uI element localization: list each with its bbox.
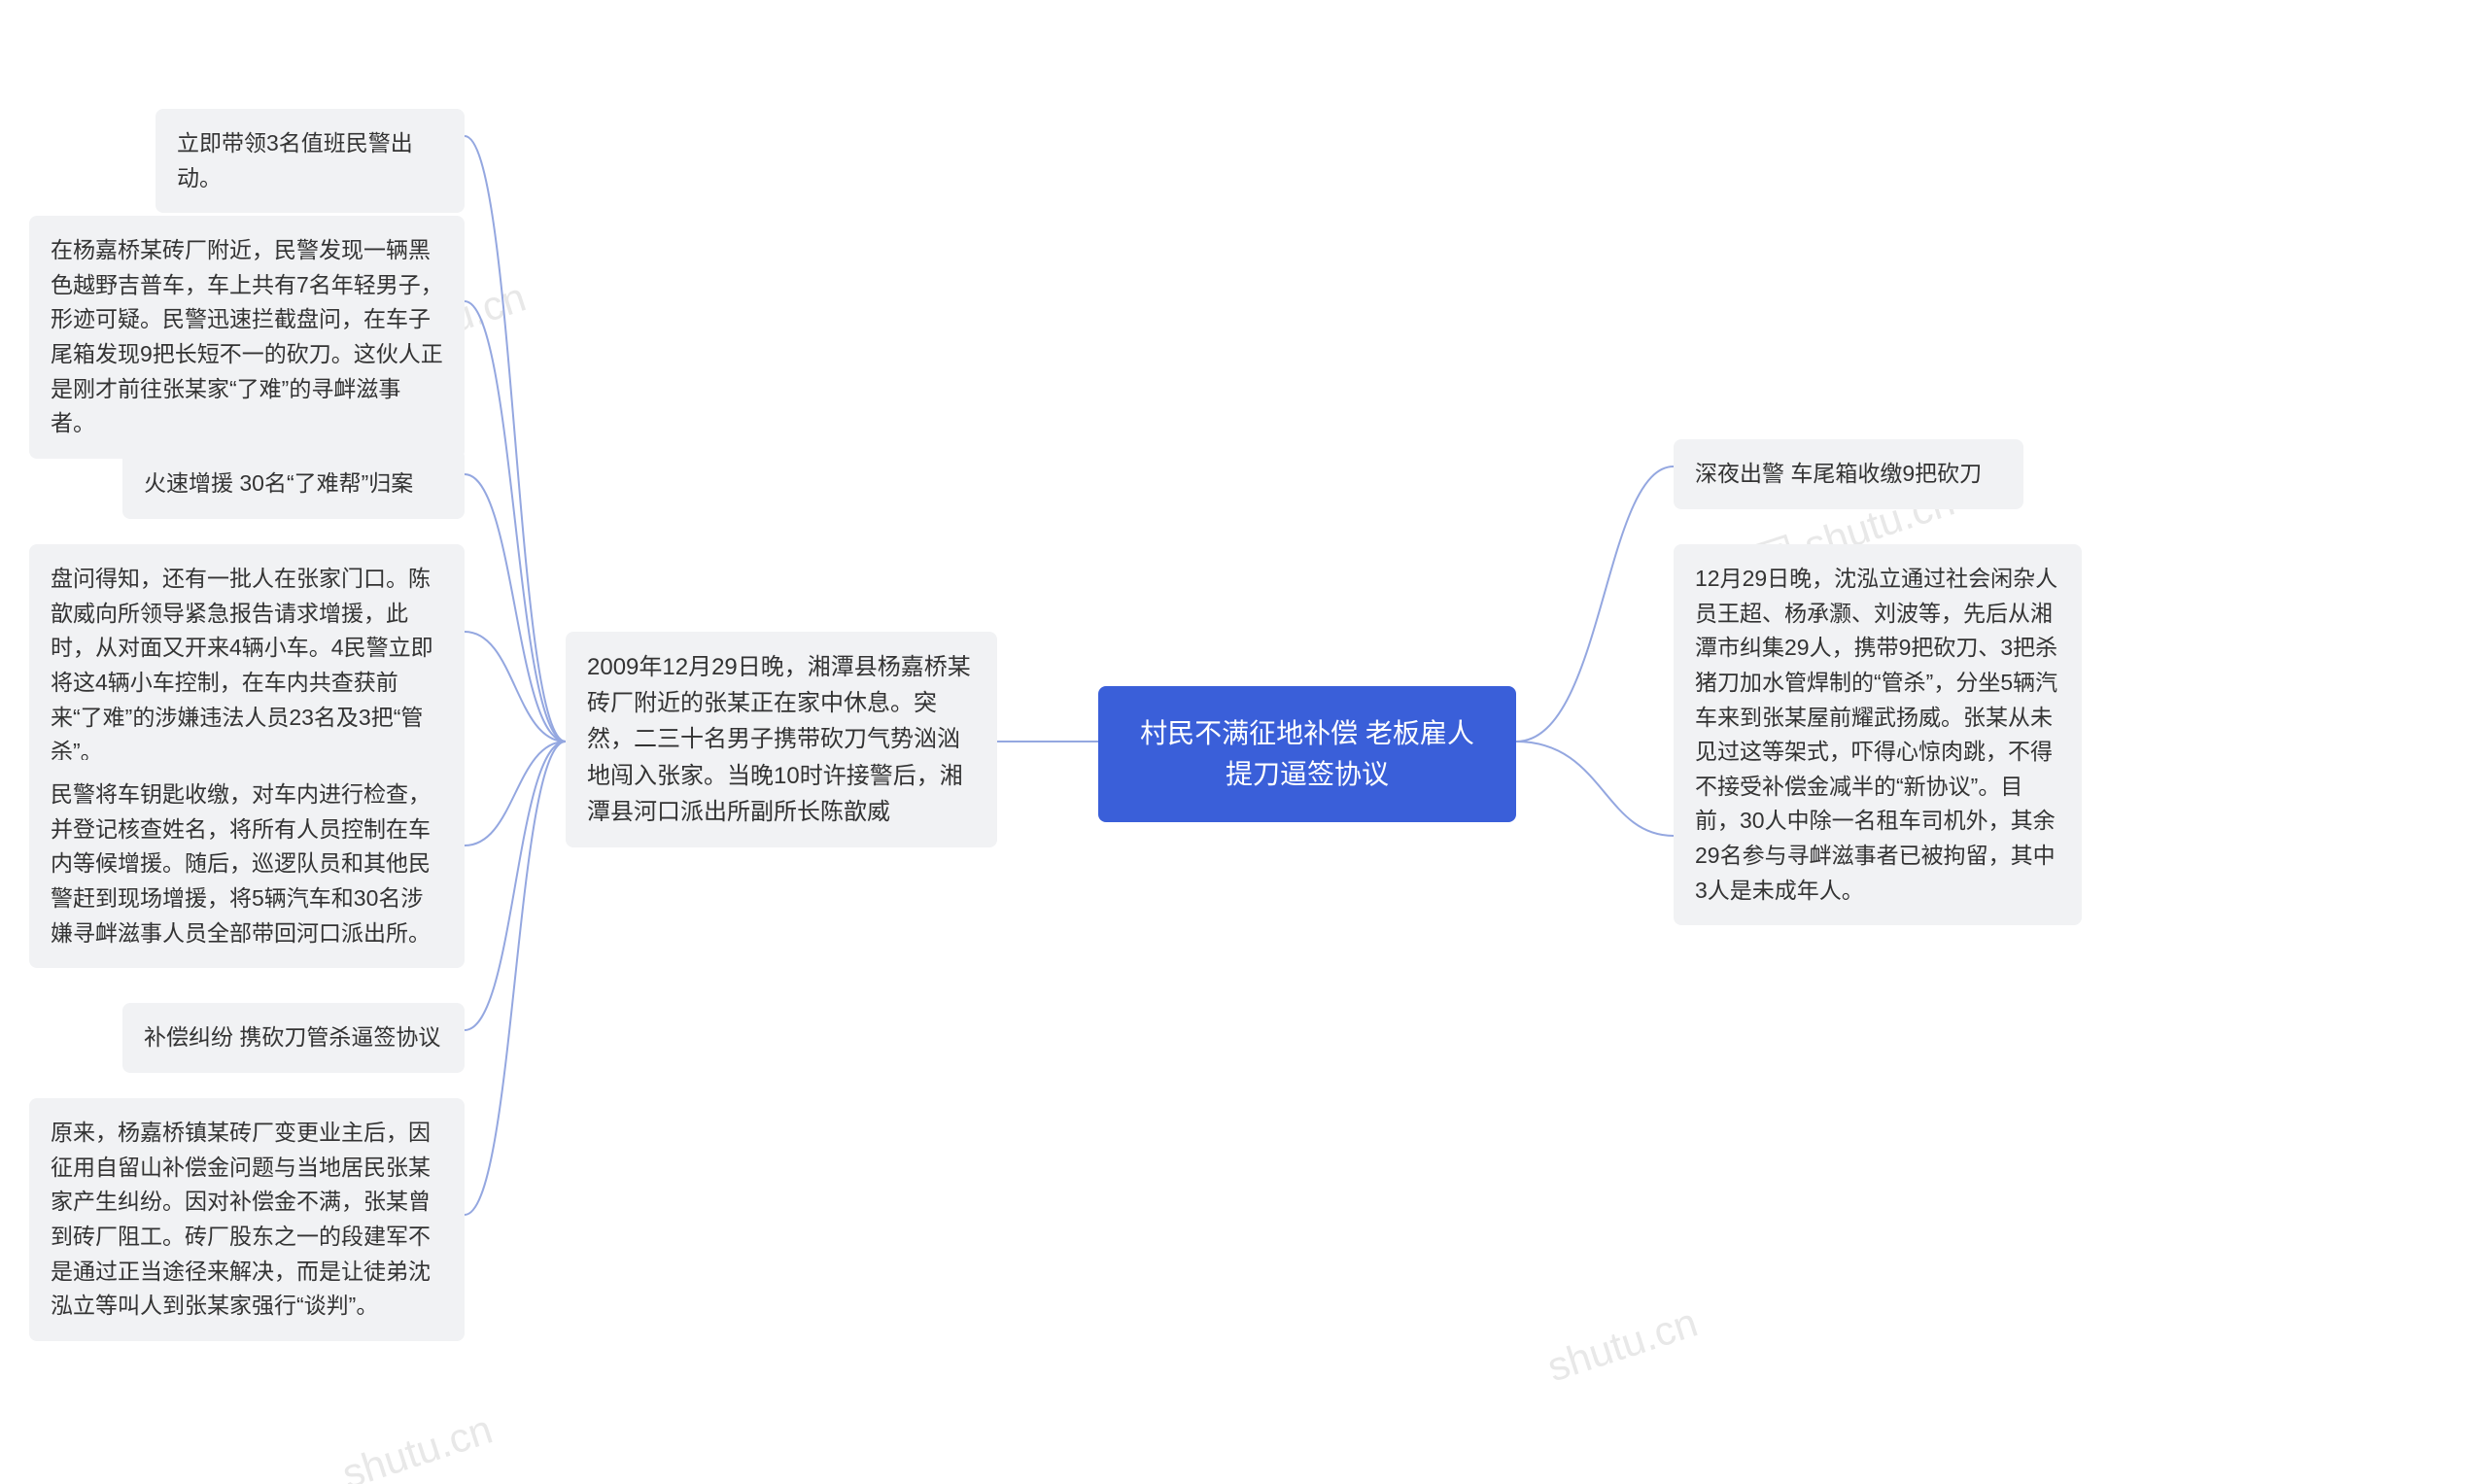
left-child-node[interactable]: 补偿纠纷 携砍刀管杀逼签协议 [122,1003,465,1073]
watermark: shutu.cn [336,1406,498,1484]
left-branch-text: 2009年12月29日晚，湘潭县杨嘉桥某砖厂附近的张某正在家中休息。突然，二三十… [587,654,971,825]
left-child-node[interactable]: 在杨嘉桥某砖厂附近，民警发现一辆黑色越野吉普车，车上共有7名年轻男子，形迹可疑。… [29,216,465,459]
left-child-text: 盘问得知，还有一批人在张家门口。陈歆威向所领导紧急报告请求增援，此时，从对面又开… [51,566,433,764]
right-child-node[interactable]: 12月29日晚，沈泓立通过社会闲杂人员王超、杨承灏、刘波等，先后从湘潭市纠集29… [1674,544,2082,925]
left-child-node[interactable]: 盘问得知，还有一批人在张家门口。陈歆威向所领导紧急报告请求增援，此时，从对面又开… [29,544,465,787]
root-text: 村民不满征地补偿 老板雇人提刀逼签协议 [1140,718,1474,789]
left-child-node[interactable]: 原来，杨嘉桥镇某砖厂变更业主后，因征用自留山补偿金问题与当地居民张某家产生纠纷。… [29,1098,465,1341]
right-child-text: 深夜出警 车尾箱收缴9把砍刀 [1695,461,1982,486]
left-child-text: 立即带领3名值班民警出动。 [177,130,413,190]
left-child-node[interactable]: 立即带领3名值班民警出动。 [156,109,465,213]
left-child-text: 在杨嘉桥某砖厂附近，民警发现一辆黑色越野吉普车，车上共有7名年轻男子，形迹可疑。… [51,237,443,435]
left-child-text: 火速增援 30名“了难帮”归案 [144,470,413,496]
root-node[interactable]: 村民不满征地补偿 老板雇人提刀逼签协议 [1098,686,1516,822]
left-child-text: 补偿纠纷 携砍刀管杀逼签协议 [144,1024,440,1050]
left-child-text: 民警将车钥匙收缴，对车内进行检查，并登记核查姓名，将所有人员控制在车内等候增援。… [51,781,431,946]
right-child-node[interactable]: 深夜出警 车尾箱收缴9把砍刀 [1674,439,2023,509]
left-child-node[interactable]: 火速增援 30名“了难帮”归案 [122,449,465,519]
left-child-node[interactable]: 民警将车钥匙收缴，对车内进行检查，并登记核查姓名，将所有人员控制在车内等候增援。… [29,760,465,968]
right-child-text: 12月29日晚，沈泓立通过社会闲杂人员王超、杨承灏、刘波等，先后从湘潭市纠集29… [1695,566,2057,903]
left-child-text: 原来，杨嘉桥镇某砖厂变更业主后，因征用自留山补偿金问题与当地居民张某家产生纠纷。… [51,1120,431,1318]
left-branch-node[interactable]: 2009年12月29日晚，湘潭县杨嘉桥某砖厂附近的张某正在家中休息。突然，二三十… [566,632,997,847]
watermark: shutu.cn [1541,1299,1703,1392]
